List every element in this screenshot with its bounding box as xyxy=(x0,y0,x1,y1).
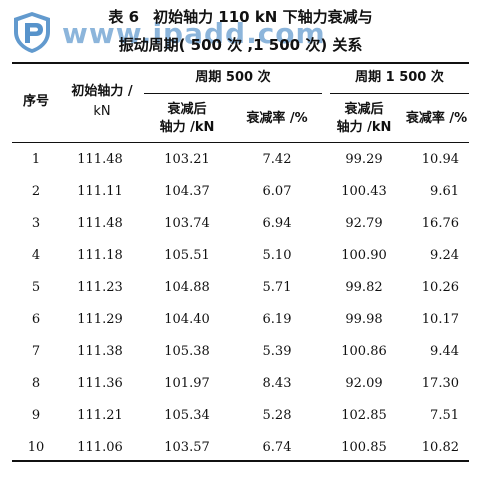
cell-index: 8 xyxy=(31,376,41,391)
period-500-underline xyxy=(144,93,322,94)
table-title-line-1: 初始轴力 110 kN 下轴力衰减与 xyxy=(153,8,373,26)
watermark-logo-icon xyxy=(14,12,50,53)
cell-after-force-1500: 100.90 xyxy=(341,248,387,263)
table-row: 5 111.23 104.88 5.71 99.82 10.26 xyxy=(12,272,469,304)
cell-after-force-1500: 99.98 xyxy=(345,312,383,327)
table-row: 10 111.06 103.57 6.74 100.85 10.82 xyxy=(12,432,469,464)
cell-initial-force: 111.21 xyxy=(77,408,123,423)
cell-index: 4 xyxy=(31,248,41,263)
cell-rate-500: 6.94 xyxy=(262,216,292,231)
table-row: 4 111.18 105.51 5.10 100.90 9.24 xyxy=(12,240,469,272)
table-top-rule xyxy=(12,62,469,64)
table-row: 3 111.48 103.74 6.94 92.79 16.76 xyxy=(12,208,469,240)
cell-initial-force: 111.06 xyxy=(77,440,123,455)
cell-after-force-1500: 100.86 xyxy=(341,344,387,359)
data-table: 序号 初始轴力 / kN 周期 500 次 周期 1 500 次 衰减后 轴力 … xyxy=(12,62,469,462)
table-title-line-2: 振动周期( 500 次 ,1 500 次) 关系 xyxy=(118,36,363,54)
cell-rate-1500: 9.24 xyxy=(430,248,459,263)
cell-after-force-500: 105.38 xyxy=(164,344,210,359)
watermark: www.ipadd.com xyxy=(10,10,370,54)
cell-rate-500: 7.42 xyxy=(262,152,292,167)
table-caption-line-1: 表 6 初始轴力 110 kN 下轴力衰减与 xyxy=(0,7,481,27)
cell-after-force-500: 104.88 xyxy=(164,280,210,295)
cell-rate-500: 5.10 xyxy=(262,248,292,263)
cell-index: 5 xyxy=(31,280,41,295)
cell-after-force-500: 103.21 xyxy=(164,152,210,167)
cell-rate-1500: 10.26 xyxy=(421,280,459,295)
cell-rate-1500: 9.61 xyxy=(430,184,459,199)
table-row: 6 111.29 104.40 6.19 99.98 10.17 xyxy=(12,304,469,336)
header-rate-500: 衰减率 /% xyxy=(246,111,308,126)
cell-rate-500: 6.74 xyxy=(262,440,292,455)
cell-after-force-500: 101.97 xyxy=(164,376,210,391)
cell-initial-force: 111.38 xyxy=(77,344,123,359)
header-index: 序号 xyxy=(22,94,49,109)
cell-rate-1500: 17.30 xyxy=(421,376,459,391)
cell-rate-500: 5.39 xyxy=(262,344,292,359)
cell-rate-1500: 10.82 xyxy=(421,440,459,455)
cell-initial-force: 111.11 xyxy=(77,184,123,199)
cell-index: 1 xyxy=(31,152,41,167)
cell-after-force-500: 105.51 xyxy=(164,248,210,263)
cell-index: 6 xyxy=(31,312,41,327)
cell-after-force-1500: 92.09 xyxy=(345,376,383,391)
header-initial-force-line-1: 初始轴力 / xyxy=(71,84,133,99)
cell-after-force-500: 104.40 xyxy=(164,312,210,327)
cell-initial-force: 111.48 xyxy=(77,216,123,231)
cell-initial-force: 111.29 xyxy=(77,312,123,327)
cell-rate-1500: 7.51 xyxy=(430,408,459,423)
cell-rate-500: 5.71 xyxy=(262,280,292,295)
cell-rate-500: 6.07 xyxy=(262,184,292,199)
header-period-500: 周期 500 次 xyxy=(195,70,271,85)
cell-rate-1500: 10.17 xyxy=(421,312,459,327)
table-row: 9 111.21 105.34 5.28 102.85 7.51 xyxy=(12,400,469,432)
cell-after-force-1500: 99.82 xyxy=(345,280,383,295)
table-row: 7 111.38 105.38 5.39 100.86 9.44 xyxy=(12,336,469,368)
cell-initial-force: 111.23 xyxy=(77,280,123,295)
header-after-force-1500-line-2: 轴力 /kN xyxy=(336,120,392,135)
cell-rate-1500: 9.44 xyxy=(430,344,459,359)
cell-initial-force: 111.36 xyxy=(77,376,123,391)
cell-rate-1500: 16.76 xyxy=(421,216,459,231)
header-initial-force-line-2: kN xyxy=(93,104,111,119)
cell-after-force-1500: 100.43 xyxy=(341,184,387,199)
cell-index: 9 xyxy=(31,408,41,423)
cell-rate-500: 6.19 xyxy=(262,312,292,327)
cell-rate-500: 8.43 xyxy=(262,376,292,391)
cell-initial-force: 111.18 xyxy=(77,248,123,263)
cell-after-force-1500: 92.79 xyxy=(345,216,383,231)
header-rate-1500: 衰减率 /% xyxy=(405,111,468,126)
cell-index: 3 xyxy=(31,216,41,231)
header-after-force-1500-line-1: 衰减后 xyxy=(344,102,384,117)
cell-after-force-1500: 99.29 xyxy=(345,152,383,167)
table-bottom-rule xyxy=(12,460,469,462)
cell-after-force-500: 103.57 xyxy=(164,440,210,455)
cell-index: 2 xyxy=(31,184,41,199)
header-bottom-rule xyxy=(12,142,469,143)
cell-after-force-500: 103.74 xyxy=(164,216,210,231)
cell-rate-500: 5.28 xyxy=(262,408,292,423)
cell-index: 7 xyxy=(31,344,41,359)
header-after-force-500-line-1: 衰减后 xyxy=(167,102,207,117)
cell-index: 10 xyxy=(27,440,45,455)
cell-after-force-500: 105.34 xyxy=(164,408,210,423)
header-after-force-500-line-2: 轴力 /kN xyxy=(159,120,215,135)
period-1500-underline xyxy=(330,93,469,94)
cell-after-force-1500: 102.85 xyxy=(341,408,387,423)
cell-after-force-1500: 100.85 xyxy=(341,440,387,455)
cell-after-force-500: 104.37 xyxy=(164,184,210,199)
watermark-text: www.ipadd.com xyxy=(62,17,326,50)
header-period-1500: 周期 1 500 次 xyxy=(355,70,444,85)
table-row: 8 111.36 101.97 8.43 92.09 17.30 xyxy=(12,368,469,400)
cell-rate-1500: 10.94 xyxy=(421,152,459,167)
table-number: 表 6 xyxy=(108,8,140,26)
cell-initial-force: 111.48 xyxy=(77,152,123,167)
table-row: 1 111.48 103.21 7.42 99.29 10.94 xyxy=(12,144,469,176)
table-row: 2 111.11 104.37 6.07 100.43 9.61 xyxy=(12,176,469,208)
